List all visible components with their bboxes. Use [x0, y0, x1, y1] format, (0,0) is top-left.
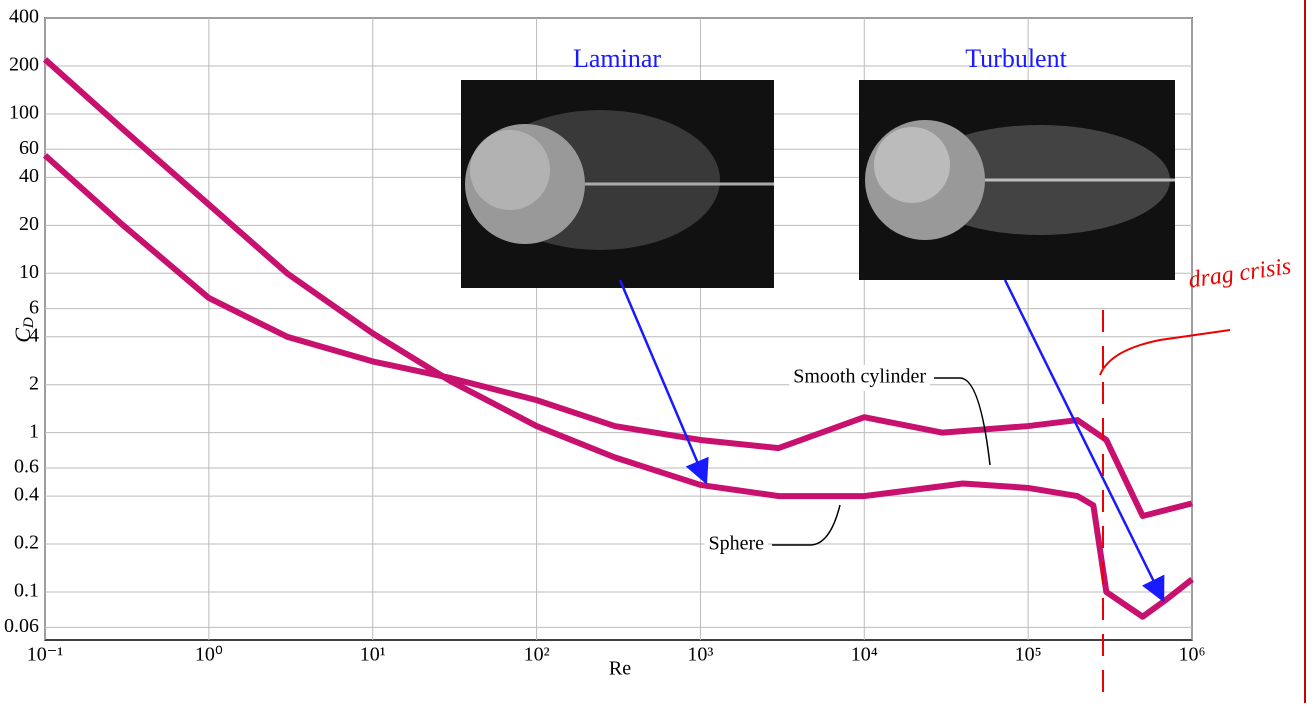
chart: 0.060.10.20.40.612461020406010020040010⁻… — [0, 0, 1313, 703]
y-tick-label: 1 — [29, 420, 39, 442]
y-tick-label: 0.6 — [14, 456, 39, 478]
y-tick-label: 0.1 — [14, 580, 39, 602]
x-tick-label: 10¹ — [360, 644, 386, 666]
y-tick-label: 0.06 — [4, 615, 39, 637]
x-tick-label: 10⁰ — [195, 644, 223, 666]
y-tick-label: 0.2 — [14, 532, 39, 554]
x-tick-label: 10⁻¹ — [27, 644, 64, 666]
y-tick-label: 10 — [19, 261, 39, 283]
y-tick-label: 400 — [9, 6, 39, 28]
leader-line — [934, 378, 990, 465]
y-label-main: C — [10, 328, 35, 343]
series-label: Sphere — [708, 533, 764, 555]
annotation: Laminar — [573, 44, 661, 73]
arrow — [620, 280, 705, 480]
y-axis-label: CD — [10, 317, 37, 343]
x-tick-label: 10⁵ — [1015, 644, 1042, 666]
y-tick-label: 100 — [9, 102, 39, 124]
y-tick-label: 40 — [19, 165, 39, 187]
x-tick-label: 10³ — [687, 644, 713, 666]
y-tick-label: 60 — [19, 137, 39, 159]
y-tick-label: 20 — [19, 213, 39, 235]
y-tick-label: 0.4 — [14, 484, 39, 506]
series-label: Smooth cylinder — [793, 366, 926, 388]
y-tick-label: 200 — [9, 54, 39, 76]
laminar-photo — [461, 80, 774, 288]
annotation: drag crisis — [1187, 253, 1293, 293]
turbulent-photo — [859, 80, 1175, 280]
y-tick-label: 2 — [29, 372, 39, 394]
y-tick-label: 6 — [29, 296, 39, 318]
x-tick-label: 10⁶ — [1179, 644, 1206, 666]
x-tick-label: 10⁴ — [851, 644, 878, 666]
leader-line — [772, 505, 840, 545]
x-axis-label: Re — [609, 658, 631, 680]
annotation: Turbulent — [965, 44, 1067, 73]
y-label-sub: D — [21, 317, 37, 329]
x-tick-label: 10² — [524, 644, 550, 666]
page: 0.060.10.20.40.612461020406010020040010⁻… — [0, 0, 1313, 708]
